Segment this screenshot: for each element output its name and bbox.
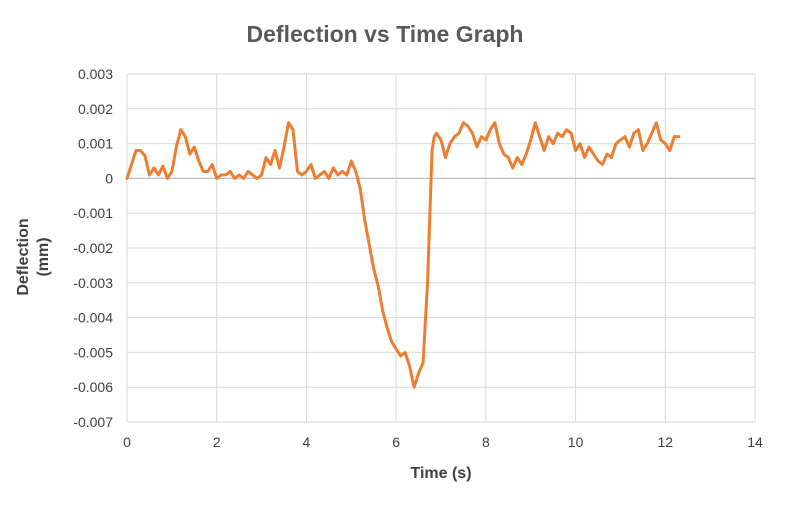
y-tick-label: 0 <box>105 170 113 186</box>
x-tick-labels: 0 2 4 6 8 10 12 14 <box>123 434 763 450</box>
y-axis-title-line-2: (mm) <box>35 237 52 276</box>
series-layer <box>125 121 681 389</box>
y-tick-label: 0.002 <box>78 101 113 117</box>
x-axis-title: Time (s) <box>410 465 471 482</box>
y-tick-label: -0.004 <box>73 310 113 326</box>
chart-title: Deflection vs Time Graph <box>247 21 524 47</box>
y-axis-title: Deflection (mm) <box>15 218 52 295</box>
x-tick-label: 8 <box>482 434 490 450</box>
y-tick-label: -0.007 <box>73 414 113 430</box>
y-tick-label: 0.003 <box>78 66 113 82</box>
x-tick-label: 4 <box>303 434 311 450</box>
y-tick-label: -0.006 <box>73 379 113 395</box>
x-tick-label: 10 <box>568 434 584 450</box>
y-tick-label: -0.003 <box>73 275 113 291</box>
x-tick-label: 6 <box>392 434 400 450</box>
x-tick-label: 2 <box>213 434 221 450</box>
y-tick-label: -0.001 <box>73 205 113 221</box>
x-tick-label: 0 <box>123 434 131 450</box>
x-tick-label: 14 <box>747 434 763 450</box>
y-axis-title-line-1: Deflection <box>15 218 32 295</box>
y-tick-label: -0.002 <box>73 240 113 256</box>
series-line-deflection <box>125 121 681 389</box>
grid-layer <box>126 73 756 423</box>
x-tick-label: 12 <box>657 434 673 450</box>
y-tick-label: 0.001 <box>78 136 113 152</box>
y-tick-label: -0.005 <box>73 344 113 360</box>
y-tick-labels: 0.003 0.002 0.001 0 -0.001 -0.002 -0.003 -0.004… <box>73 66 113 430</box>
